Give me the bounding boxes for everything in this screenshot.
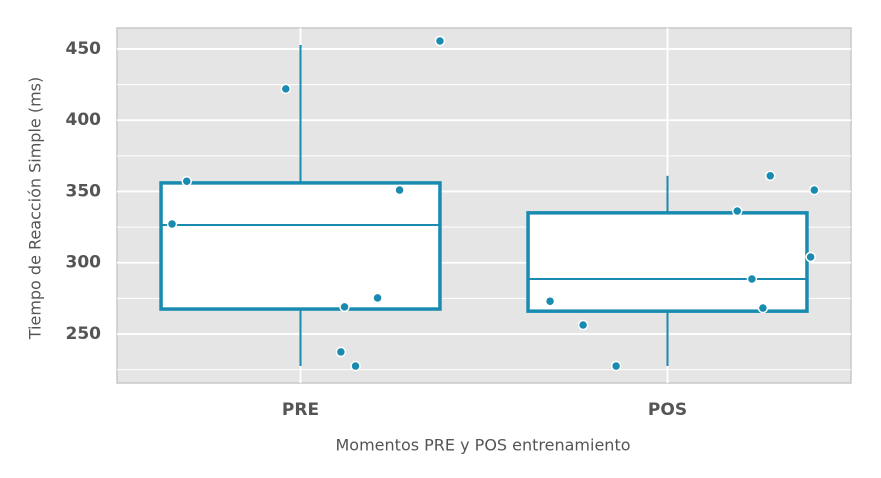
x-axis-label: Momentos PRE y POS entrenamiento	[336, 436, 631, 455]
box	[159, 181, 442, 311]
point	[434, 35, 446, 47]
point	[746, 273, 758, 285]
x-tick-label: POS	[648, 400, 687, 420]
point	[350, 360, 361, 372]
y-tick-label: 450	[66, 39, 102, 59]
y-tick-label: 400	[66, 110, 102, 130]
point	[372, 292, 383, 304]
point	[757, 302, 769, 314]
point	[181, 175, 192, 187]
point	[610, 360, 622, 372]
point	[731, 205, 743, 217]
point	[805, 251, 816, 263]
point	[394, 184, 405, 196]
y-tick-label: 250	[66, 324, 102, 344]
point	[577, 319, 589, 331]
point	[335, 346, 347, 358]
x-tick-label: PRE	[282, 400, 319, 420]
y-tick-label: 300	[66, 253, 102, 273]
y-tick-label: 350	[66, 181, 102, 201]
y-axis-label: Tiempo de Reacción Simple (ms)	[26, 77, 45, 341]
point	[809, 184, 820, 196]
point	[339, 301, 350, 313]
point	[765, 170, 776, 182]
box	[526, 211, 809, 313]
point	[544, 295, 556, 307]
point	[166, 218, 178, 230]
point	[280, 83, 292, 95]
